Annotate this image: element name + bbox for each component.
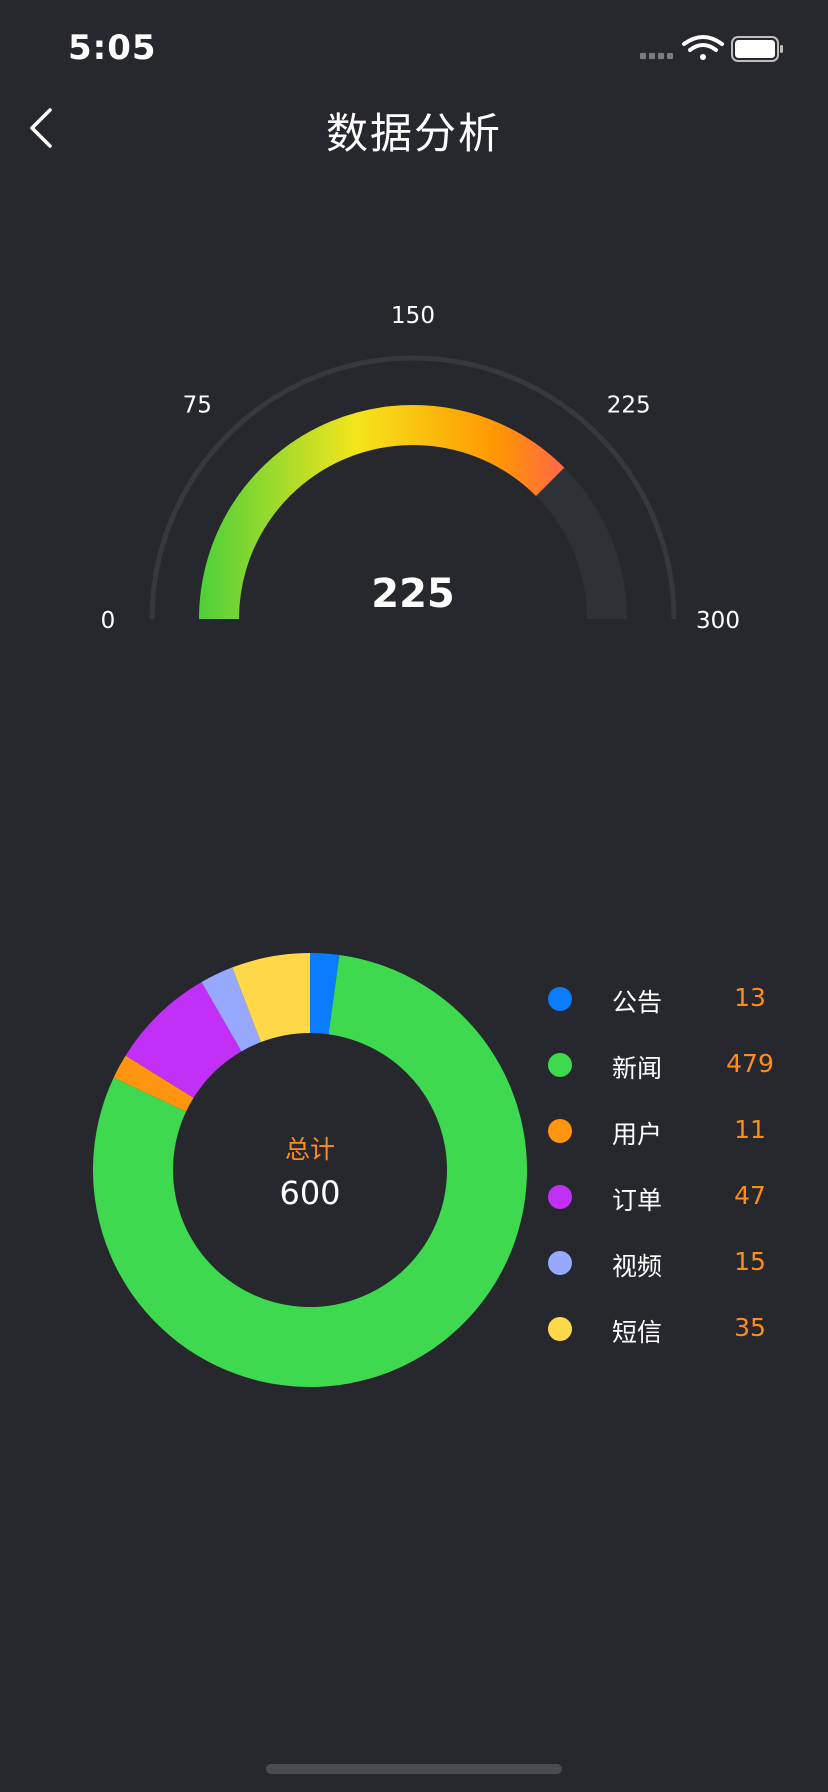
legend-label: 订单 xyxy=(612,1186,663,1215)
donut-slice[interactable] xyxy=(125,982,242,1098)
battery-icon xyxy=(731,36,783,62)
status-icons xyxy=(618,34,798,64)
legend-value: 47 xyxy=(734,1181,766,1210)
navigation-bar: 数据分析 xyxy=(0,90,828,166)
legend-item[interactable]: 公告 13 xyxy=(540,975,810,1041)
gauge-tick-label: 0 xyxy=(101,608,116,634)
legend-item[interactable]: 新闻 479 xyxy=(540,1041,810,1107)
gauge-value: 225 xyxy=(371,571,455,617)
legend-item[interactable]: 短信 35 xyxy=(540,1305,810,1371)
legend-value: 11 xyxy=(734,1115,766,1144)
page-title: 数据分析 xyxy=(325,109,502,158)
legend-dot xyxy=(548,987,572,1011)
chevron-left-icon xyxy=(30,108,52,148)
status-time: 5:05 xyxy=(68,28,157,68)
cellular-signal-icon xyxy=(640,53,673,59)
legend-item[interactable]: 订单 47 xyxy=(540,1173,810,1239)
gauge-tick-label: 300 xyxy=(696,608,740,634)
legend-dot xyxy=(548,1251,572,1275)
wifi-icon xyxy=(682,35,724,60)
gauge-tick-label: 225 xyxy=(607,392,651,418)
legend-value: 479 xyxy=(726,1049,774,1078)
legend-value: 35 xyxy=(734,1313,766,1342)
legend-item[interactable]: 视频 15 xyxy=(540,1239,810,1305)
donut-slice[interactable] xyxy=(201,967,261,1052)
status-bar: 5:05 xyxy=(0,0,828,100)
legend-dot xyxy=(548,1119,572,1143)
legend-item[interactable]: 用户 11 xyxy=(540,1107,810,1173)
back-button[interactable] xyxy=(18,100,74,156)
donut-slice[interactable] xyxy=(92,955,527,1387)
donut-center-label: 总计 xyxy=(285,1135,335,1164)
legend-dot xyxy=(548,1053,572,1077)
home-indicator xyxy=(266,1764,562,1774)
legend-label: 新闻 xyxy=(612,1054,663,1083)
legend-label: 视频 xyxy=(612,1252,663,1281)
gauge-value-arc xyxy=(199,405,565,620)
chart-legend: 公告 13 新闻 479 用户 11 订单 47 视频 15 短信 35 xyxy=(540,975,810,1371)
legend-value: 15 xyxy=(734,1247,766,1276)
donut-slice[interactable] xyxy=(232,953,310,1043)
donut-slice[interactable] xyxy=(310,953,340,1035)
gauge-tick-label: 150 xyxy=(391,303,435,329)
donut-chart: 总计 600 xyxy=(92,953,527,1387)
legend-label: 短信 xyxy=(612,1318,663,1347)
legend-label: 公告 xyxy=(612,988,663,1017)
gauge-outer-ring xyxy=(149,355,677,620)
donut-slice[interactable] xyxy=(113,1055,194,1112)
gauge-chart: 0 75 150 225 300 225 xyxy=(101,303,740,634)
legend-dot xyxy=(548,1317,572,1341)
gauge-tick-label: 75 xyxy=(183,392,212,418)
legend-value: 13 xyxy=(734,983,766,1012)
legend-label: 用户 xyxy=(612,1120,663,1149)
donut-total-value: 600 xyxy=(279,1174,340,1212)
legend-dot xyxy=(548,1185,572,1209)
